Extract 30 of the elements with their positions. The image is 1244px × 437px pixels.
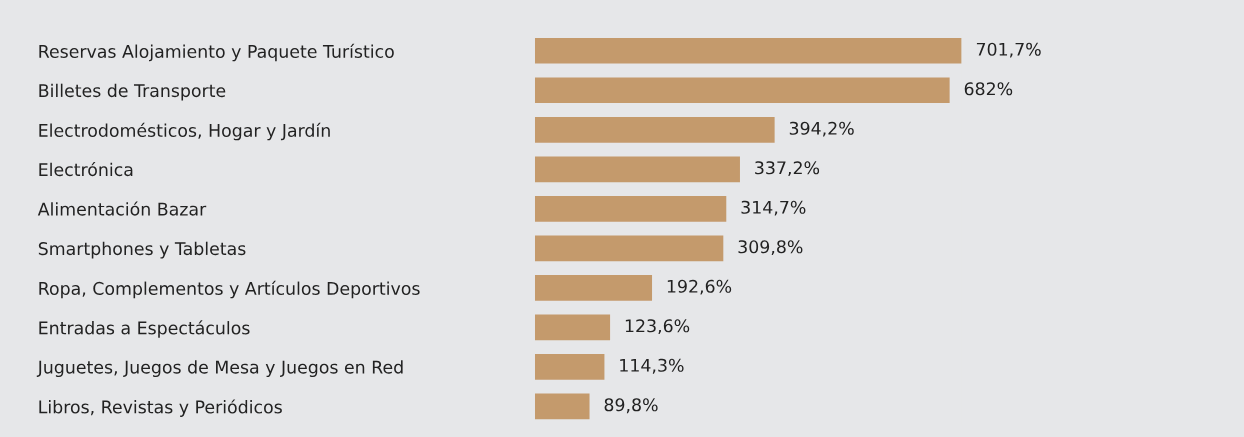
data-label: 114,3% xyxy=(620,358,684,374)
y-tick-label: Reservas Alojamiento y Paquete Turístico xyxy=(39,43,394,62)
bar xyxy=(534,116,775,143)
bar xyxy=(534,195,727,222)
bar xyxy=(534,314,611,341)
y-tick-label: Smartphones y Tabletas xyxy=(38,241,246,259)
bar xyxy=(534,353,605,380)
data-label: 701,7% xyxy=(976,42,1041,58)
bar xyxy=(534,235,724,262)
data-label: 682% xyxy=(964,82,1013,96)
data-label: 337,2% xyxy=(755,161,820,177)
y-tick-label: Entradas a Espectáculos xyxy=(39,320,250,338)
data-label: 192,6% xyxy=(667,279,732,295)
y-tick-label: Electrónica xyxy=(39,162,133,177)
y-tick-label: Billetes de Transporte xyxy=(39,83,226,101)
bar xyxy=(534,77,950,104)
y-tick-label: Alimentación Bazar xyxy=(37,201,207,216)
data-label: 89,8% xyxy=(604,398,658,414)
y-tick-label: Electrodomésticos, Hogar y Jardín xyxy=(39,122,330,141)
bar xyxy=(534,393,590,420)
y-tick-label: Ropa, Complementos y Artículos Deportivos xyxy=(39,280,420,299)
bar xyxy=(534,274,653,301)
data-label: 394,2% xyxy=(789,121,854,137)
bar xyxy=(534,37,962,64)
y-tick-label: Libros, Revistas y Periódicos xyxy=(39,399,282,417)
bar xyxy=(534,156,740,183)
data-label: 314,7% xyxy=(741,200,806,216)
y-tick-label: Juguetes, Juegos de Mesa y Juegos en Red xyxy=(36,360,403,378)
data-label: 123,6% xyxy=(625,319,690,335)
data-label: 309,8% xyxy=(738,240,803,256)
